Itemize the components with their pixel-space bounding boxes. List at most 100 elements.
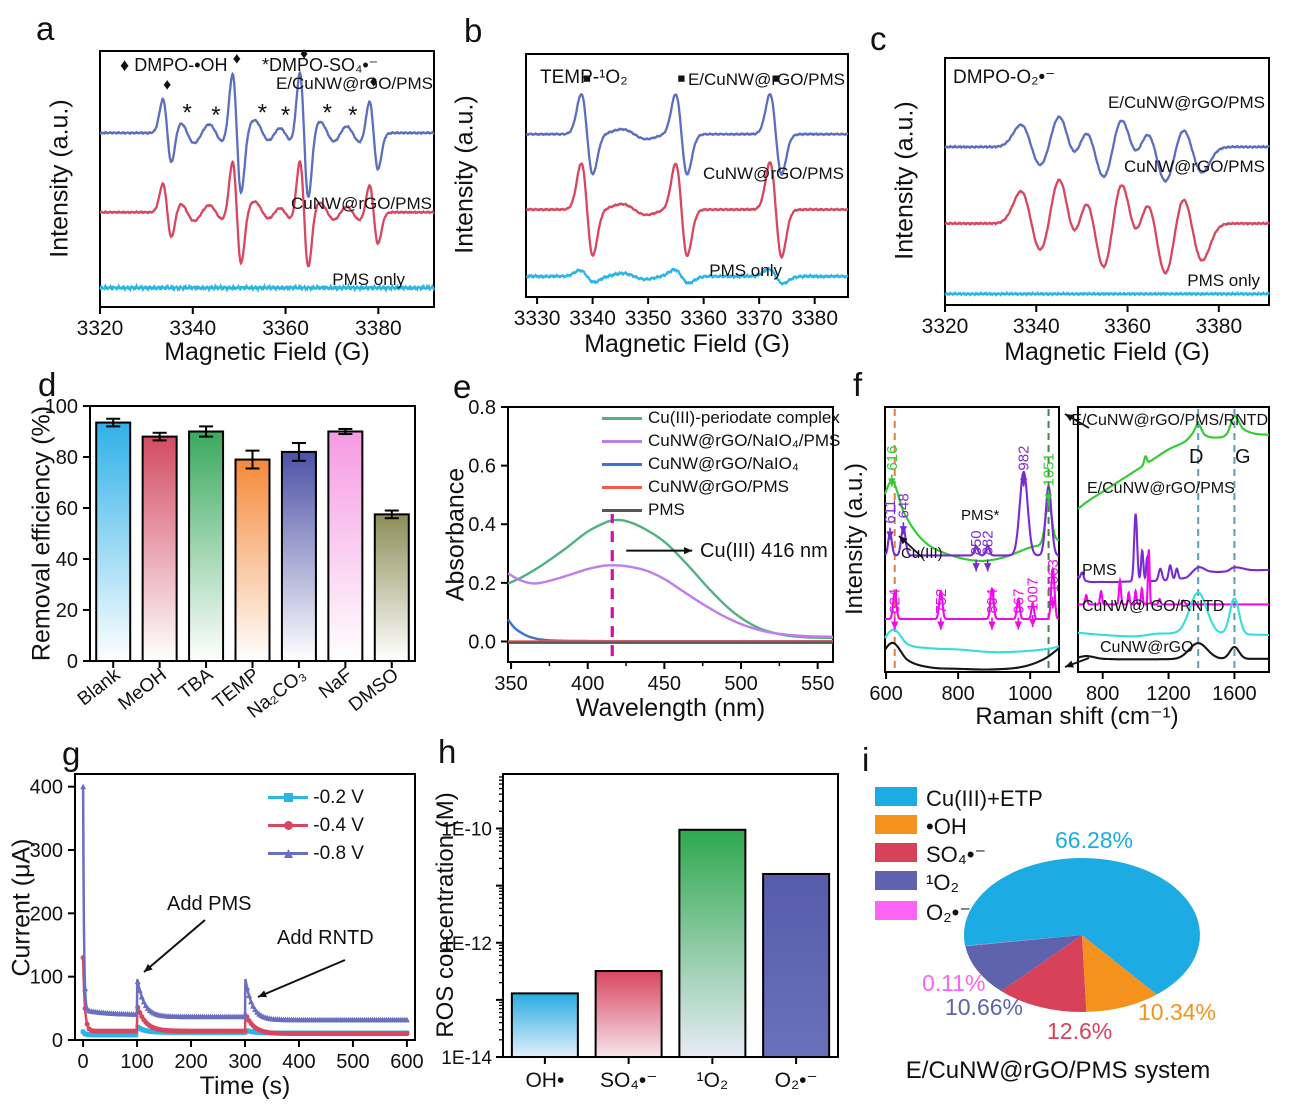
line-swatch-icon bbox=[602, 440, 642, 444]
species-label-c: DMPO-O₂•⁻ bbox=[953, 67, 1056, 88]
panel-g: 0 100 200 300 400 500 600 0 100 200 300 400 g -0.2 … bbox=[0, 735, 430, 1107]
pie-caption: E/CuNW@rGO/PMS system bbox=[905, 1057, 1211, 1084]
peak-marker-icon: * bbox=[183, 99, 192, 126]
y-tick-label: 0.6 bbox=[468, 456, 496, 478]
y-tick-label: 80 bbox=[56, 447, 78, 469]
curve-label: CuNW@rGO/PMS bbox=[703, 164, 844, 183]
species-label-b: TEMP-¹O₂ bbox=[540, 67, 628, 88]
y-tick-label: 0.8 bbox=[468, 397, 496, 419]
annotation-cu3: Cu(III) bbox=[901, 545, 943, 562]
pie-slice bbox=[965, 935, 1082, 992]
x-tick-label: 500 bbox=[336, 1051, 369, 1073]
x-tick-label: 1000 bbox=[1008, 683, 1053, 705]
x-axis-title-e: Wavelength (nm) bbox=[575, 694, 766, 722]
series-line bbox=[1077, 642, 1270, 661]
y-tick-label: 1E-14 bbox=[441, 1048, 492, 1069]
circle-marker-icon bbox=[284, 821, 293, 830]
x-axis-title-a: Magnetic Field (G) bbox=[164, 338, 370, 366]
y-tick-label: 200 bbox=[30, 903, 63, 925]
y-tick-label: 20 bbox=[56, 600, 78, 622]
legend-swatch bbox=[875, 787, 917, 806]
peak-wavenumber-label: 967 bbox=[1010, 589, 1027, 614]
x-tick-label: 500 bbox=[724, 673, 757, 695]
category-label: O₂•⁻ bbox=[775, 1069, 818, 1092]
peak-wavenumber-label: 1007 bbox=[1025, 578, 1042, 611]
curve-label: E/CuNW@rGO/PMS bbox=[1107, 93, 1265, 112]
peak-wavenumber-label: 882 bbox=[980, 530, 997, 555]
curve-label: PMS bbox=[1082, 562, 1117, 579]
line-swatch-icon bbox=[602, 486, 642, 490]
y-tick-label: 0 bbox=[52, 1030, 63, 1052]
diamond-icon: ♦ bbox=[120, 55, 130, 75]
pie-pct-label: 12.6% bbox=[1047, 1018, 1113, 1044]
peak-wavenumber-label: 1051 bbox=[1041, 453, 1058, 486]
peak-marker-icon: ♦ bbox=[370, 74, 378, 91]
category-label: SO₄•⁻ bbox=[600, 1069, 657, 1092]
y-tick-label: 1E-10 bbox=[441, 820, 492, 841]
x-axis-title-c: Magnetic Field (G) bbox=[1004, 338, 1210, 366]
y-axis-title-c: Intensity (a.u.) bbox=[890, 101, 919, 260]
ros-concentration-bars: 1E-10 1E-12 1E-14 OH• SO₄•⁻ ¹O₂ O₂•⁻ bbox=[441, 773, 839, 1092]
g-band-label: G bbox=[1235, 446, 1251, 468]
series-line bbox=[1077, 415, 1269, 510]
curve-label: E/CuNW@rGO/PMS bbox=[275, 74, 433, 93]
line-marker-swatch bbox=[268, 791, 308, 803]
curve-label: CuNW@rGO bbox=[1100, 639, 1194, 656]
peak-wavenumber-label: 752 bbox=[933, 589, 950, 614]
y-axis-title-f: Intensity (a.u.) bbox=[841, 462, 868, 616]
curve-label: PMS only bbox=[709, 261, 782, 280]
legend-dmpo-oh: ♦ DMPO-•OH bbox=[120, 55, 228, 75]
bar bbox=[510, 992, 579, 1058]
x-axis-title-f: Raman shift (cm⁻¹) bbox=[975, 703, 1179, 730]
curve-label: CuNW@rGO/PMS bbox=[291, 194, 432, 213]
series-line bbox=[99, 159, 435, 268]
x-tick-label: 600 bbox=[869, 683, 902, 705]
pie-slice bbox=[963, 857, 1200, 995]
x-tick-label: 3330 bbox=[514, 307, 561, 330]
curve-label: E/CuNW@rGO/PMS bbox=[1087, 480, 1235, 497]
x-tick-label: 800 bbox=[1086, 683, 1119, 705]
x-tick-label: 550 bbox=[801, 673, 834, 695]
bar bbox=[762, 872, 831, 1058]
x-tick-label: 3340 bbox=[569, 307, 616, 330]
peak-marker-icon: * bbox=[211, 102, 220, 129]
annotation-pms-star: PMS* bbox=[961, 507, 1000, 524]
line-swatch-icon bbox=[602, 509, 642, 513]
y-axis-title-a: Intensity (a.u.) bbox=[45, 99, 74, 258]
legend-dmpo-so4: *DMPO-SO₄•⁻ bbox=[262, 55, 379, 75]
panel-letter-h: h bbox=[438, 733, 457, 770]
line-marker-swatch bbox=[268, 847, 308, 859]
square-marker-icon bbox=[284, 793, 293, 802]
pie-slice bbox=[1082, 935, 1157, 1012]
curve-label: E/CuNW@rGO/PMS bbox=[687, 70, 845, 89]
y-axis-title-g: Current (μA) bbox=[7, 838, 36, 977]
panel-a: 3320 3340 3360 3380 ♦ ♦ ♦ ♦ * * * * * * a ♦ DMPO-•OH … bbox=[30, 8, 458, 368]
x-tick-label: 600 bbox=[390, 1051, 423, 1073]
amperometry-plot: 0 100 200 300 400 500 600 0 100 200 300 400 bbox=[30, 773, 424, 1073]
panel-letter-c: c bbox=[870, 20, 887, 57]
x-tick-label: 800 bbox=[941, 683, 974, 705]
y-tick-label: 400 bbox=[30, 777, 63, 799]
y-tick-label: 40 bbox=[56, 549, 78, 571]
panel-letter-d: d bbox=[38, 366, 57, 403]
panel-f: 600 800 1000 800 1200 1600 616 611 648 850 882 982 1… bbox=[841, 368, 1291, 736]
d-band-label: D bbox=[1189, 446, 1204, 468]
curve-label: PMS only bbox=[332, 270, 405, 289]
panel-letter-a: a bbox=[36, 10, 55, 47]
x-tick-label: 3360 bbox=[1104, 315, 1151, 338]
peak-marker-icon: ■ bbox=[772, 70, 780, 85]
legend-swatch bbox=[875, 871, 917, 890]
peak-marker-icon: ■ bbox=[583, 70, 591, 85]
y-axis-title-e: Absorbance bbox=[441, 467, 470, 602]
series-line bbox=[884, 641, 1060, 671]
bar bbox=[188, 430, 225, 662]
x-tick-label: 3360 bbox=[680, 307, 727, 330]
pie-pct-label: 0.11% bbox=[922, 970, 986, 996]
series-line bbox=[525, 266, 849, 286]
peak-wavenumber-label: 982 bbox=[1016, 446, 1033, 471]
pie-pct-label: 10.34% bbox=[1138, 999, 1217, 1025]
category-label: ¹O₂ bbox=[697, 1069, 728, 1092]
y-tick-label: 0.0 bbox=[468, 631, 496, 653]
panel-letter-g: g bbox=[62, 735, 81, 772]
